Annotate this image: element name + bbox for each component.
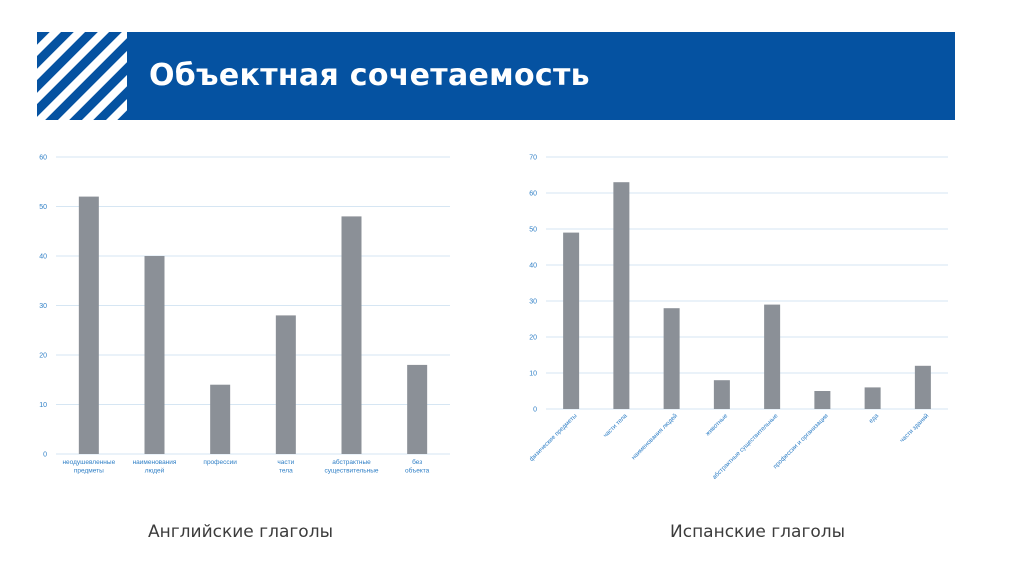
spanish-x-tick-label: части тела [602,412,629,439]
spanish-y-tick-label: 60 [529,191,537,198]
english-x-tick-label: без объекта [405,458,430,475]
spanish-bar [713,380,730,409]
spanish-bar [864,387,881,409]
diagonal-stripes-decoration [37,32,127,120]
english-chart-caption: Английские глаголы [148,522,333,542]
spanish-x-tick-label: профессии и организации [772,412,830,470]
spanish-y-tick-label: 70 [529,155,537,162]
english-y-tick-label: 40 [39,254,47,261]
spanish-x-tick-label: части зданий [899,412,931,444]
english-y-tick-label: 10 [39,402,47,409]
english-bar [407,364,428,454]
slide-title: Объектная сочетаемость [149,58,590,93]
spanish-bar [914,365,931,409]
spanish-x-tick-label: физические предметы [528,412,579,463]
english-bar [78,196,99,454]
spanish-y-tick-label: 50 [529,227,537,234]
spanish-chart-caption: Испанские глаголы [670,522,846,542]
english-bar [341,216,362,454]
spanish-y-tick-label: 10 [529,371,537,378]
spanish-y-tick-label: 0 [533,407,537,414]
spanish-bar [613,182,630,409]
english-y-tick-label: 30 [39,303,47,310]
english-x-tick-label: наименования людей [133,459,177,475]
spanish-y-tick-label: 30 [529,299,537,306]
spanish-y-tick-label: 20 [529,335,537,342]
spanish-bar [563,232,580,409]
english-x-tick-label: абстрактные существительные [324,458,378,475]
header-band: Объектная сочетаемость [37,32,955,120]
english-x-tick-label: неодушевленные предметы [62,459,115,475]
english-y-tick-label: 50 [39,204,47,211]
english-x-tick-label: части тела [277,459,294,475]
spanish-y-tick-label: 40 [529,263,537,270]
english-x-tick-label: профессии [203,459,237,466]
spanish-x-tick-label: животные [704,412,729,437]
english-bar [144,256,165,454]
english-bar [210,384,231,454]
spanish-bar [663,308,680,409]
spanish-bar [814,391,831,409]
english-bar [275,315,296,454]
spanish-x-tick-label: наименования людей [630,412,679,461]
spanish-bar [764,304,781,409]
english-y-tick-label: 0 [43,452,47,459]
english-y-tick-label: 20 [39,353,47,360]
spanish-x-tick-label: еда [868,412,881,425]
english-y-tick-label: 60 [39,155,47,162]
